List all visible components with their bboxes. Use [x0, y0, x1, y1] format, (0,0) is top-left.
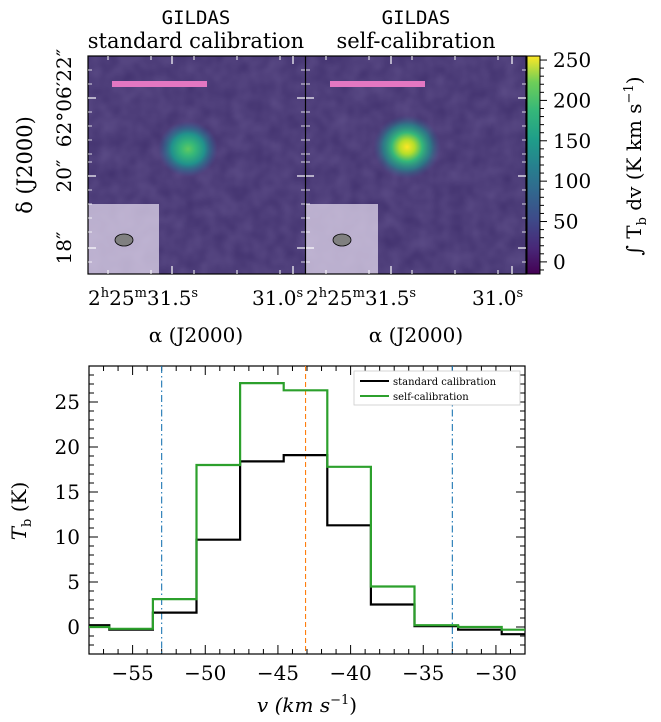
- colorbar-ticks: 0 50 100 150 200 250: [540, 48, 591, 274]
- colorbar-tick-label: 250: [553, 48, 591, 72]
- series-standard-line: [89, 454, 525, 636]
- y-tick-label: 20: [55, 435, 80, 459]
- spectrum-xlabel: v (km s−1): [257, 693, 357, 717]
- x-tick-label: −45: [257, 661, 299, 685]
- beam-ellipse: [332, 233, 352, 247]
- map-xlabel-right: α (J2000): [369, 323, 463, 347]
- beam-ellipse: [114, 233, 134, 247]
- ra-tick-label-right-2: 31.0s: [472, 286, 523, 310]
- colorbar-tick-label: 0: [553, 250, 566, 274]
- spectrum-ylabel: Tb (K): [7, 482, 35, 541]
- spectrum-plot: −55 −50 −45 −40 −35 −30 0 5 10 15 20 25 v (km s−1)…: [7, 365, 526, 717]
- ra-tick-label-left-1: 2h25m31.5s: [88, 286, 198, 310]
- map-panel-self: GILDAS self-calibration: [306, 7, 526, 274]
- y-tick-label: 15: [55, 480, 80, 504]
- panel-title-std-2: standard calibration: [88, 29, 304, 53]
- scale-bar: [330, 81, 425, 87]
- map-frame: [87, 55, 527, 275]
- dec-tick-label: 62°06′22″: [52, 49, 76, 147]
- x-tick-label: −40: [329, 661, 371, 685]
- colorbar-tick-label: 100: [553, 169, 591, 193]
- panel-title-std-1: GILDAS: [162, 7, 231, 29]
- reference-lines: [161, 366, 453, 654]
- legend-box: [353, 370, 521, 406]
- legend: standard calibration self-calibration: [353, 370, 521, 406]
- colorbar: 0 50 100 150 200 250 ∫ Tb dv (K km s−1): [526, 48, 650, 275]
- panel-title-self-1: GILDAS: [382, 7, 451, 29]
- x-tick-label: −30: [475, 661, 517, 685]
- map-panel-standard: GILDAS standard calibration: [88, 7, 305, 274]
- svg-text:2h25m31.5s: 2h25m31.5s: [88, 286, 198, 310]
- colorbar-tick-label: 200: [553, 88, 591, 112]
- scale-bar: [112, 81, 207, 87]
- panel-title-self-2: self-calibration: [336, 29, 495, 53]
- x-tick-label: −50: [184, 661, 226, 685]
- x-tick-label: −35: [402, 661, 444, 685]
- dec-tick-label: 20″: [52, 160, 76, 193]
- map-ylabel: δ (J2000): [13, 116, 37, 214]
- y-tick-label: 10: [55, 525, 80, 549]
- legend-label-self: self-calibration: [393, 392, 469, 403]
- y-tick-label: 5: [67, 570, 80, 594]
- source-emission: [158, 121, 218, 177]
- svg-text:31.0s: 31.0s: [472, 286, 523, 310]
- colorbar-tick-label: 50: [553, 210, 578, 234]
- x-tick-label: −55: [111, 661, 153, 685]
- map-xlabel-left: α (J2000): [149, 323, 243, 347]
- y-tick-label: 0: [67, 615, 80, 639]
- spectrum-frame: [88, 365, 526, 655]
- source-emission: [373, 115, 441, 179]
- colorbar-tick-label: 150: [553, 129, 591, 153]
- colorbar-label: ∫ Tb dv (K km s−1): [622, 76, 650, 255]
- ra-tick-label-right-1: 2h25m31.5s: [306, 286, 416, 310]
- svg-text:2h25m31.5s: 2h25m31.5s: [306, 286, 416, 310]
- legend-label-standard: standard calibration: [393, 377, 497, 388]
- colorbar-gradient: [526, 55, 541, 275]
- x-tick-labels: −55 −50 −45 −40 −35 −30: [111, 661, 517, 685]
- ra-tick-label-left-2: 31.0s: [252, 286, 303, 310]
- svg-text:31.0s: 31.0s: [252, 286, 303, 310]
- dec-tick-label: 18″: [52, 232, 76, 265]
- y-tick-labels: 0 5 10 15 20 25: [55, 390, 80, 639]
- spectrum-ticks: [88, 366, 526, 654]
- spectrum-series: [89, 382, 525, 636]
- y-tick-label: 25: [55, 390, 80, 414]
- map-ticks: [88, 56, 526, 274]
- series-self-line: [89, 382, 525, 631]
